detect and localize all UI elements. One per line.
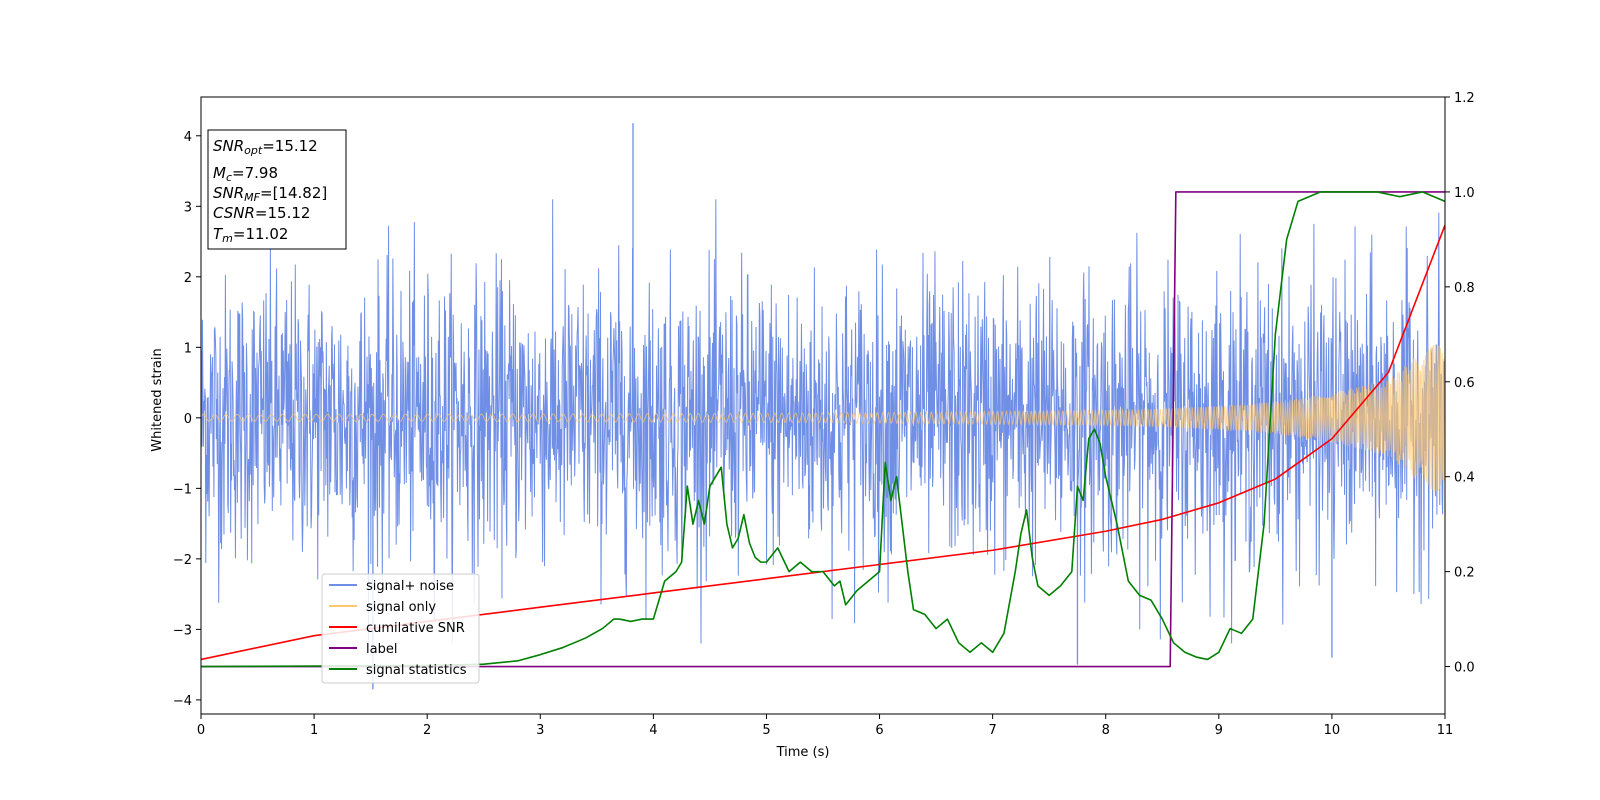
annotation-box: SNRopt=15.12 Mc=7.98 SNRMF=[14.82] CSNR=… (207, 129, 347, 250)
x-tick-label: 6 (875, 723, 883, 738)
y2-tick-label: 0.4 (1454, 471, 1475, 486)
y2-tick-label: 1.0 (1454, 186, 1475, 201)
y2-tick-label: 0.0 (1454, 661, 1475, 676)
x-tick-label: 9 (1215, 723, 1223, 738)
axes: 0 1 2 3 4 5 6 7 8 9 10 11 −4 −3 −2 −1 0 1 2 3 4 0.0 0.2 0.4 0.6 0… (173, 91, 1475, 738)
y-tick-label: 3 (184, 200, 192, 215)
series-signal-only (201, 344, 1445, 492)
y-tick-label: −4 (173, 694, 192, 709)
series-signal-statistics (201, 191, 1445, 668)
y-axis-label: Whitened strain (150, 348, 165, 451)
y-tick-label: −2 (173, 553, 192, 568)
annotation-line: SNRopt=15.12 (213, 137, 318, 157)
y-tick-label: −1 (173, 482, 192, 497)
series-label (201, 191, 1445, 668)
y-tick-label: −3 (173, 623, 192, 638)
series-signal-noise (201, 199, 1445, 644)
x-axis-label: Time (s) (776, 745, 830, 760)
x-tick-label: 8 (1102, 723, 1110, 738)
x-tick-label: 7 (988, 723, 996, 738)
y-tick-label: 1 (184, 341, 192, 356)
annotation-line: SNRMF=[14.82] (213, 184, 327, 204)
y2-tick-label: 1.2 (1454, 91, 1475, 106)
x-tick-label: 10 (1324, 723, 1341, 738)
legend-entry: signal only (366, 600, 436, 615)
y-tick-label: 2 (184, 271, 192, 286)
x-tick-label: 2 (423, 723, 431, 738)
x-tick-label: 3 (536, 723, 544, 738)
legend-entry: label (366, 642, 397, 657)
x-tick-label: 11 (1437, 723, 1454, 738)
y2-tick-label: 0.2 (1454, 566, 1475, 581)
axes-frame (200, 96, 1446, 715)
y-tick-label: 0 (184, 412, 192, 427)
y-tick-label: 4 (184, 130, 192, 145)
x-tick-label: 5 (762, 723, 770, 738)
legend-entry: signal statistics (366, 663, 467, 678)
legend: signal+ noise signal only cumilative SNR… (321, 573, 480, 684)
annotation-line: Mc=7.98 (213, 164, 278, 184)
x-tick-label: 4 (649, 723, 657, 738)
x-tick-label: 0 (197, 723, 205, 738)
legend-entry: signal+ noise (366, 579, 454, 594)
y2-tick-label: 0.8 (1454, 281, 1475, 296)
y2-tick-label: 0.6 (1454, 376, 1475, 391)
x-tick-label: 1 (310, 723, 318, 738)
annotation-line: Tm=11.02 (213, 225, 288, 245)
annotation-line: CSNR=15.12 (213, 204, 310, 222)
legend-entry: cumilative SNR (366, 621, 465, 636)
